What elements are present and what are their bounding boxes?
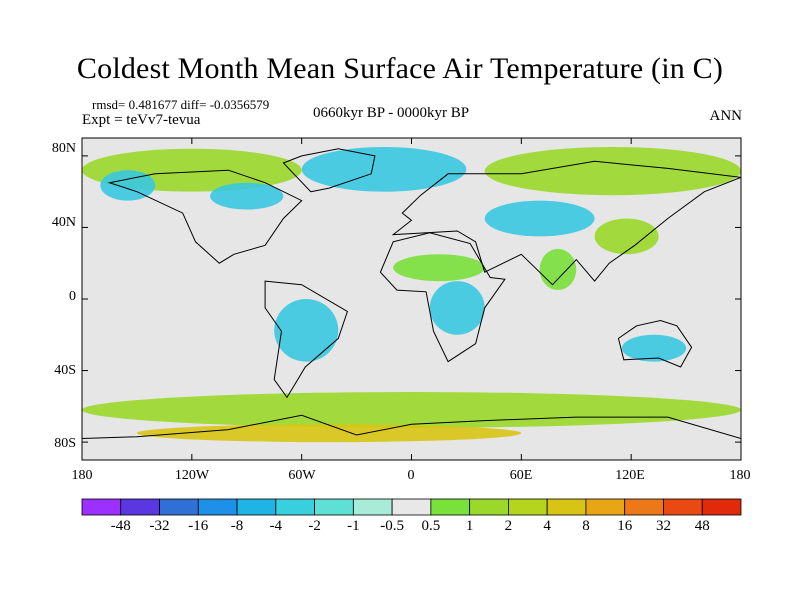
lon-tick-120e: 120E [615, 468, 645, 483]
lat-tick-80s: 80S [54, 436, 76, 451]
colorbar-swatch [624, 498, 664, 516]
season-label: ANN [709, 108, 743, 124]
anomaly-australia [622, 334, 687, 362]
colorbar-label: -2 [308, 518, 321, 534]
colorbar-swatch [546, 498, 587, 516]
anomaly-alaska [100, 170, 156, 201]
coastline-antarctica [82, 414, 741, 439]
colorbar-label: 48 [694, 518, 710, 534]
colorbar-swatch [391, 498, 432, 516]
colorbar-label: 8 [582, 518, 590, 534]
anomaly-greenland-nordic [301, 146, 467, 192]
figure-title: Coldest Month Mean Surface Air Temperatu… [76, 52, 724, 85]
colorbar-label: 0.5 [421, 518, 441, 534]
lat-tick-80n: 80N [51, 141, 76, 156]
colorbar-label: 16 [617, 518, 633, 534]
colorbar-swatch [430, 498, 471, 516]
colorbar-label: -48 [110, 518, 131, 534]
colorbar-swatch [197, 498, 238, 516]
anomaly-central-asia [484, 200, 595, 237]
lon-tick-60w: 60W [288, 468, 316, 483]
coastline-north-america [107, 169, 303, 264]
colorbar [81, 498, 742, 516]
colorbar-label: -16 [188, 518, 209, 534]
anomaly-hudson [210, 182, 284, 210]
coastline-africa [379, 232, 506, 363]
lon-tick-60e: 60E [509, 468, 533, 483]
lat-tick-40n: 40N [51, 215, 76, 230]
colorbar-swatch [469, 498, 509, 516]
coastline-south-america [264, 280, 349, 399]
coastline-australia [617, 319, 693, 368]
colorbar-swatch [352, 498, 393, 516]
anomaly-china-east [594, 218, 659, 255]
colorbar-label: -8 [230, 518, 244, 534]
coastline-eurasia [391, 160, 741, 286]
colorbar-swatch [275, 498, 315, 516]
colorbar-swatch [236, 498, 277, 516]
colorbar-label: -4 [269, 518, 283, 534]
lon-tick-180w: 180 [71, 468, 93, 483]
lat-tick-0: 0 [69, 289, 76, 304]
colorbar-label: 32 [655, 518, 671, 534]
period-label: 0660kyr BP - 0000kyr BP [313, 105, 470, 121]
lon-tick-180e: 180 [729, 468, 751, 483]
colorbar-label: 1 [465, 518, 474, 534]
colorbar-label: 2 [504, 518, 513, 534]
colorbar-label: -32 [149, 518, 170, 534]
coastline-greenland [282, 148, 376, 193]
anomaly-north-africa [393, 254, 485, 282]
lon-tick-0: 0 [407, 468, 415, 483]
anomaly-central-africa [429, 281, 485, 335]
experiment-label: Expt = teVv7-tevua [82, 112, 201, 128]
colorbar-swatch [314, 498, 354, 516]
map-fields [82, 146, 741, 443]
colorbar-label: -1 [347, 518, 360, 534]
stats-line: rmsd= 0.481677 diff= -0.0356579 [92, 97, 270, 112]
anomaly-southern-ocean-band [82, 392, 741, 428]
anomaly-india [539, 248, 577, 291]
lon-tick-120w: 120W [174, 468, 210, 483]
anomaly-south-america [274, 299, 339, 362]
lat-tick-40s: 40S [54, 363, 76, 378]
anomaly-antarctic-coast [136, 424, 522, 443]
colorbar-swatch [120, 498, 160, 516]
colorbar-label: -0.5 [380, 518, 404, 534]
colorbar-swatch [159, 498, 199, 516]
colorbar-label: 4 [543, 518, 551, 534]
colorbar-swatch [508, 498, 548, 516]
colorbar-swatch [81, 498, 122, 516]
anomaly-siberia-north [484, 146, 741, 196]
colorbar-swatch [701, 498, 742, 516]
colorbar-swatch [663, 498, 703, 516]
map-plot [81, 137, 742, 461]
colorbar-swatch [585, 498, 626, 516]
